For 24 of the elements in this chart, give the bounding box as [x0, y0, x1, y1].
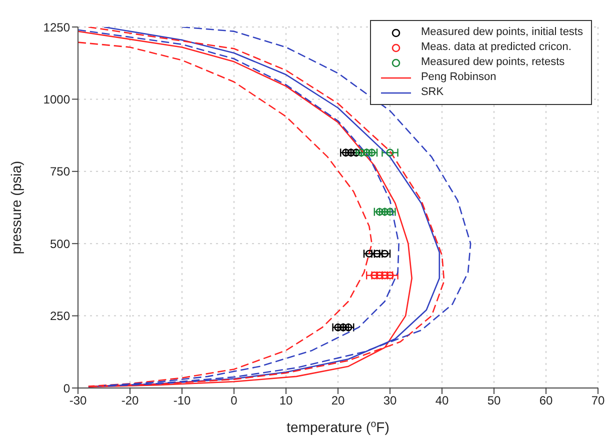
legend-label: Measured dew points, initial tests: [420, 25, 583, 40]
y-axis-title: pressure (psia): [8, 160, 24, 254]
legend-label: Meas. data at predicted cricon.: [420, 40, 572, 55]
y-tick-label: 1000: [43, 92, 70, 106]
x-tick-label: 20: [331, 394, 345, 408]
x-tick-label: -30: [69, 394, 87, 408]
x-tick-label: -10: [173, 394, 191, 408]
legend-label: SRK: [420, 85, 444, 100]
x-tick-label: 10: [279, 394, 293, 408]
legend-label: Measured dew points, retests: [420, 55, 565, 70]
y-tick-label: 0: [63, 381, 70, 396]
x-axis-title: temperature ($^{o}$F): [286, 418, 390, 435]
x-tick-label: 0: [230, 394, 238, 408]
x-tick-label: 40: [435, 394, 449, 408]
legend-label: Peng Robinson: [420, 70, 496, 85]
y-tick-label: 750: [50, 164, 70, 179]
x-tick-label: -20: [121, 394, 139, 408]
y-tick-label: 250: [50, 309, 70, 324]
x-tick-label: 60: [539, 394, 553, 408]
y-tick-label: 500: [50, 236, 70, 251]
y-tick-label: 1250: [43, 20, 70, 34]
x-tick-label: 30: [383, 394, 397, 408]
x-tick-label: 70: [591, 394, 605, 408]
x-tick-label: 50: [487, 394, 501, 408]
